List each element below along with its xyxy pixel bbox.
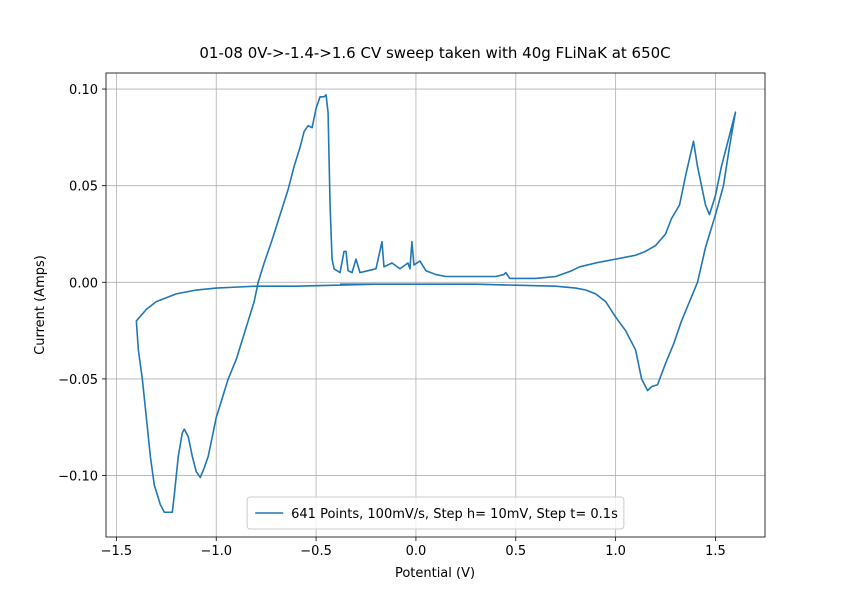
x-tick-label: 1.5	[705, 544, 726, 559]
chart-title: 01-08 0V->-1.4->1.6 CV sweep taken with …	[199, 44, 670, 62]
y-tick-label: 0.00	[69, 276, 98, 291]
legend: 641 Points, 100mV/s, Step h= 10mV, Step …	[246, 496, 625, 530]
data-line	[135, 94, 737, 514]
legend-box	[246, 496, 625, 530]
legend-label: 641 Points, 100mV/s, Step h= 10mV, Step …	[291, 507, 618, 522]
x-tick-label: −1.0	[200, 544, 232, 559]
x-tick-label: 0.5	[505, 544, 526, 559]
y-tick-label: −0.10	[58, 470, 98, 485]
y-axis-label: Current (Amps)	[33, 255, 48, 355]
x-tick-label: −1.5	[101, 544, 133, 559]
x-tick-label: 1.0	[605, 544, 626, 559]
y-tick-label: −0.05	[58, 373, 98, 388]
x-axis-label: Potential (V)	[395, 566, 475, 581]
y-tick-label: 0.05	[69, 180, 98, 195]
y-tick-label: 0.10	[69, 83, 98, 98]
x-tick-label: −0.5	[300, 544, 332, 559]
plot-frame	[105, 72, 766, 538]
x-tick-label: 0.0	[406, 544, 427, 559]
